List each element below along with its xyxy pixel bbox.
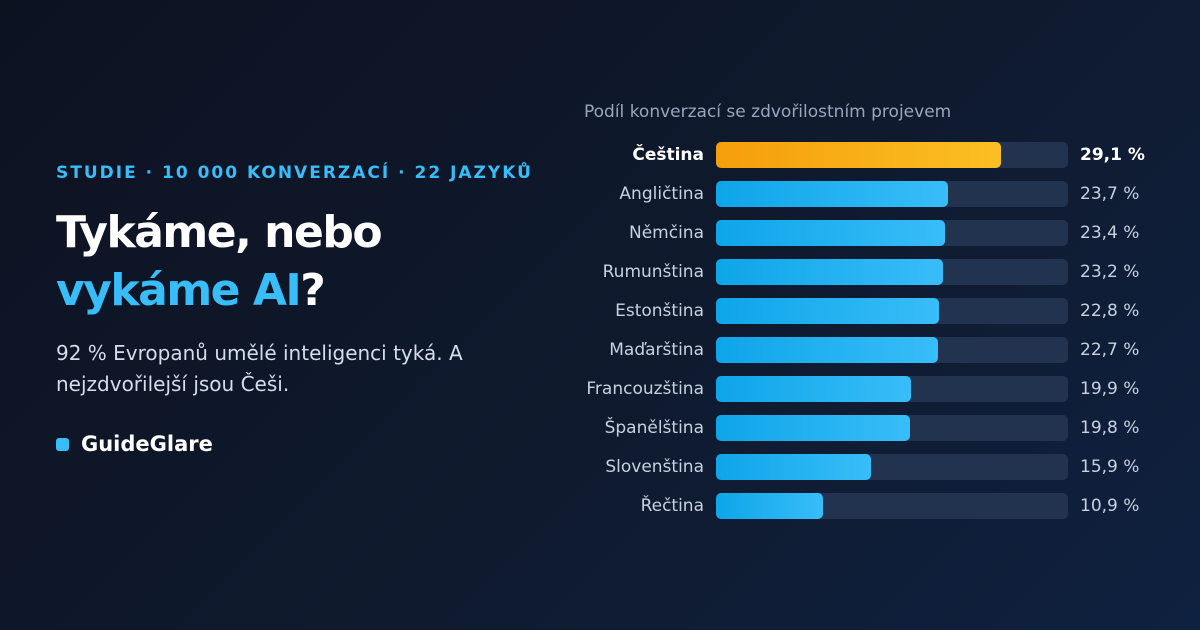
headline-accent: vykáme AI <box>56 265 302 316</box>
bar-track <box>716 376 1068 402</box>
bar-track <box>716 415 1068 441</box>
value-label: 19,9 % <box>1080 379 1140 399</box>
bar-row: Řečtina 10,9 % <box>0 493 1200 519</box>
bar <box>716 142 1001 168</box>
study-eyebrow: STUDIE · 10 000 KONVERZACÍ · 22 JAZYKŮ <box>56 163 533 183</box>
value-label: 22,8 % <box>1080 301 1140 321</box>
category-label: Rumunština <box>602 262 704 282</box>
brand: GuideGlare <box>56 432 556 456</box>
category-label: Slovenština <box>605 457 704 477</box>
value-label: 23,7 % <box>1080 184 1140 204</box>
bar <box>716 337 938 363</box>
bar-track <box>716 454 1068 480</box>
category-label: Čeština <box>632 145 704 165</box>
value-label: 15,9 % <box>1080 457 1140 477</box>
value-label: 19,8 % <box>1080 418 1140 438</box>
bar-track <box>716 337 1068 363</box>
bar <box>716 259 943 285</box>
value-label: 10,9 % <box>1080 496 1140 516</box>
bar <box>716 298 939 324</box>
bar <box>716 220 945 246</box>
bar <box>716 415 910 441</box>
bar-track <box>716 181 1068 207</box>
category-label: Estonština <box>615 301 704 321</box>
value-label: 23,2 % <box>1080 262 1140 282</box>
headline-line-2: vykáme AI? <box>56 262 556 320</box>
bar-track <box>716 298 1068 324</box>
bar-track <box>716 220 1068 246</box>
bar <box>716 181 948 207</box>
bar-row: Slovenština 15,9 % <box>0 454 1200 480</box>
chart-title: Podíl konverzací se zdvořilostním projev… <box>584 102 952 122</box>
bar-track <box>716 493 1068 519</box>
bar-track <box>716 142 1068 168</box>
category-label: Řečtina <box>640 496 704 516</box>
square-dot-icon <box>56 437 69 451</box>
page-title: Tykáme, nebo vykáme AI? <box>56 204 556 320</box>
headline-line-1: Tykáme, nebo <box>56 207 383 258</box>
lead-text: 92 % Evropanů umělé inteligenci tyká. A … <box>56 341 463 396</box>
category-label: Angličtina <box>619 184 704 204</box>
headline-question-mark: ? <box>300 265 326 316</box>
value-label: 22,7 % <box>1080 340 1140 360</box>
category-label: Španělština <box>604 418 704 438</box>
value-label: 29,1 % <box>1080 145 1145 165</box>
value-label: 23,4 % <box>1080 223 1140 243</box>
category-label: Francouzština <box>586 379 704 399</box>
brand-name: GuideGlare <box>81 432 213 456</box>
bar <box>716 493 823 519</box>
category-label: Maďarština <box>609 340 704 360</box>
bar <box>716 454 872 480</box>
category-label: Němčina <box>629 223 704 243</box>
intro-panel: STUDIE · 10 000 KONVERZACÍ · 22 JAZYKŮ T… <box>56 160 556 456</box>
bar-track <box>716 259 1068 285</box>
bar <box>716 376 911 402</box>
